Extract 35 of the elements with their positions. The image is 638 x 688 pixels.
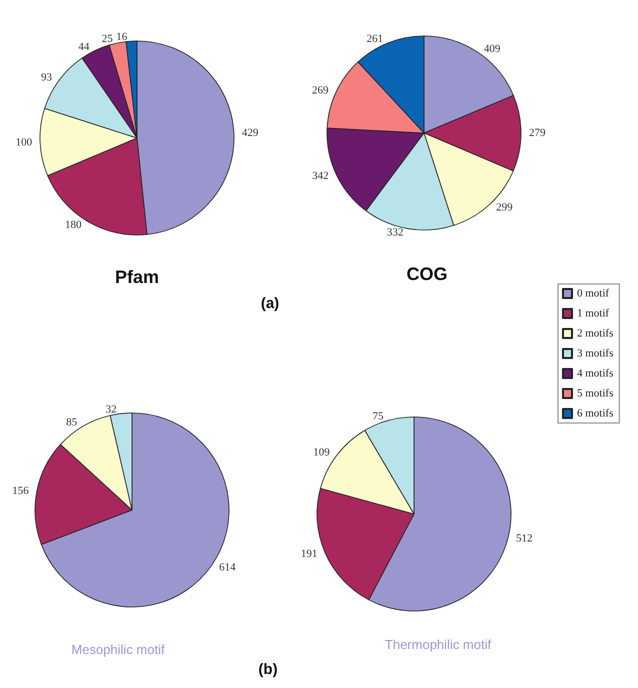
data-label: 279 — [529, 127, 546, 140]
data-label: 156 — [12, 484, 30, 497]
data-label: 85 — [66, 416, 78, 429]
data-label: 32 — [106, 404, 117, 416]
data-label: 429 — [242, 126, 259, 139]
legend-label: 2 motifs — [577, 328, 614, 340]
data-label: 75 — [372, 410, 384, 423]
text: (a) — [260, 295, 280, 312]
data-label: 16 — [116, 31, 128, 44]
data-label: 614 — [219, 561, 236, 574]
legend-label: 3 motifs — [577, 348, 614, 360]
data-label: 409 — [484, 42, 501, 55]
data-label: 180 — [65, 218, 82, 231]
data-label: 269 — [312, 84, 329, 96]
data-label: 109 — [313, 446, 330, 459]
data-label: 44 — [78, 40, 90, 53]
text: COG — [406, 264, 448, 284]
data-label: 512 — [516, 532, 533, 544]
data-label: 342 — [312, 170, 329, 182]
legend-label: 0 motif — [577, 288, 610, 300]
text: Pfam — [114, 267, 160, 287]
data-label: 25 — [102, 33, 114, 46]
text: Mesophilic motif — [71, 642, 165, 657]
legend-label: 1 motif — [577, 308, 610, 320]
data-label: 100 — [16, 136, 33, 148]
text: (b) — [258, 661, 278, 678]
data-label: 191 — [300, 548, 318, 560]
legend-label: 6 motifs — [577, 408, 614, 420]
data-label: 299 — [496, 202, 514, 214]
data-label: 332 — [386, 226, 404, 239]
legend-label: 5 motifs — [577, 388, 614, 400]
data-label: 261 — [366, 32, 384, 45]
data-label: 93 — [40, 72, 52, 84]
text: Thermophilic motif — [384, 637, 492, 652]
legend-label: 4 motifs — [577, 368, 614, 380]
